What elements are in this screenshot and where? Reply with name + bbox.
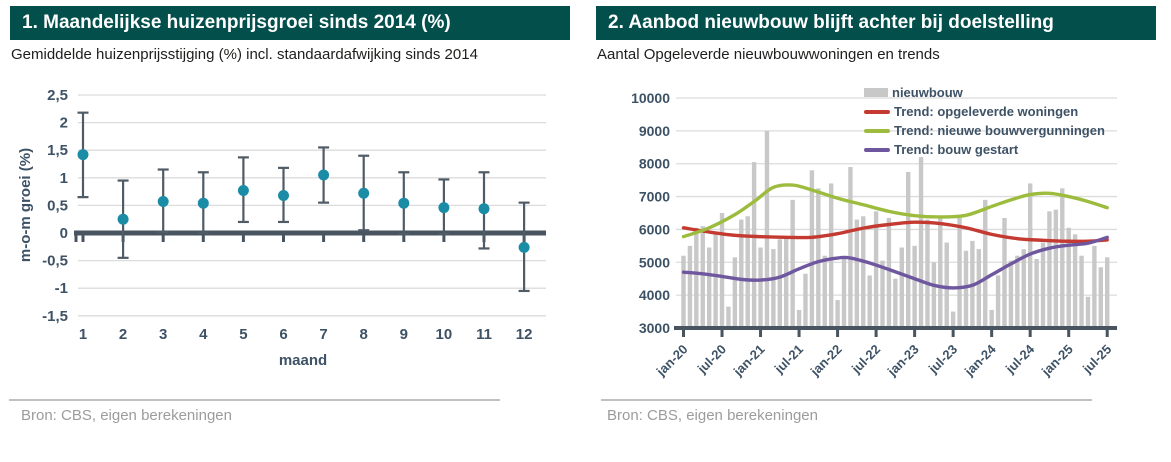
legend-item-nieuwbouw: nieuwbouw [864, 83, 1105, 102]
svg-text:5000: 5000 [639, 254, 670, 270]
purple-line-swatch [864, 147, 890, 152]
svg-text:2,5: 2,5 [47, 87, 68, 104]
svg-text:7000: 7000 [639, 189, 670, 205]
svg-text:2: 2 [119, 326, 127, 343]
svg-text:jul-23: jul-23 [925, 342, 960, 377]
legend-item-trend-bouw-gestart: Trend: bouw gestart [864, 140, 1105, 159]
svg-text:jul-25: jul-25 [1079, 342, 1114, 377]
svg-text:jan-23: jan-23 [884, 342, 922, 380]
panel-title-new-construction: 2. Aanbod nieuwbouw blijft achter bij do… [596, 6, 1156, 40]
svg-text:-0,5: -0,5 [42, 253, 68, 270]
svg-text:jul-22: jul-22 [848, 342, 883, 377]
svg-text:5: 5 [239, 326, 247, 343]
svg-text:0: 0 [60, 225, 68, 242]
green-line-swatch [864, 128, 890, 133]
chart-legend: nieuwbouw Trend: opgeleverde woningen Tr… [864, 83, 1105, 159]
svg-text:10000: 10000 [631, 90, 670, 106]
panel-house-price-growth: 1. Maandelijkse huizenprijsgroei sinds 2… [0, 0, 585, 462]
svg-text:jul-24: jul-24 [1002, 341, 1038, 377]
svg-text:11: 11 [476, 326, 492, 343]
svg-text:jul-21: jul-21 [771, 342, 806, 377]
svg-text:6: 6 [279, 326, 287, 343]
svg-text:1: 1 [79, 326, 87, 343]
panel-new-construction: 2. Aanbod nieuwbouw blijft achter bij do… [586, 0, 1171, 462]
svg-text:jan-20: jan-20 [653, 342, 691, 380]
red-line-swatch [864, 109, 890, 114]
legend-label: nieuwbouw [892, 85, 963, 100]
svg-text:10: 10 [436, 326, 453, 343]
divider [9, 399, 500, 401]
svg-text:-1: -1 [55, 280, 68, 297]
bar-swatch [864, 88, 888, 97]
svg-text:jan-22: jan-22 [807, 342, 845, 380]
panel-title-house-price: 1. Maandelijkse huizenprijsgroei sinds 2… [10, 6, 570, 40]
svg-text:7: 7 [319, 326, 327, 343]
svg-text:m-o-m groei (%): m-o-m groei (%) [17, 148, 34, 262]
svg-text:-1,5: -1,5 [42, 308, 68, 325]
svg-text:3: 3 [159, 326, 167, 343]
svg-text:1,5: 1,5 [47, 142, 68, 159]
svg-text:4: 4 [199, 326, 208, 343]
svg-text:0,5: 0,5 [47, 197, 68, 214]
divider [601, 399, 1092, 401]
svg-text:2: 2 [60, 115, 68, 132]
legend-label: Trend: bouw gestart [894, 142, 1019, 157]
legend-item-trend-bouwvergunningen: Trend: nieuwe bouwvergunningen [864, 121, 1105, 140]
svg-text:8: 8 [360, 326, 368, 343]
svg-text:12: 12 [516, 326, 533, 343]
svg-text:jan-21: jan-21 [730, 342, 768, 380]
legend-item-trend-opgeleverde-woningen: Trend: opgeleverde woningen [864, 102, 1105, 121]
svg-text:9: 9 [400, 326, 408, 343]
house-price-errorbar-chart: 2,521,510,50-0,5-1-1,51 2 3 4 5 6 7 8 9 10 11 12maa… [17, 87, 546, 369]
panel-subtitle-house-price: Gemiddelde huizenprijsstijging (%) incl.… [11, 46, 478, 63]
source-note: Bron: CBS, eigen berekeningen [607, 407, 818, 424]
svg-text:jan-24: jan-24 [961, 341, 999, 379]
svg-text:3000: 3000 [639, 320, 670, 336]
legend-label: Trend: opgeleverde woningen [894, 104, 1079, 119]
source-note: Bron: CBS, eigen berekeningen [21, 407, 232, 424]
svg-text:jul-20: jul-20 [694, 342, 729, 377]
panel-subtitle-new-construction: Aantal Opgeleverde nieuwbouwwoningen en … [597, 46, 940, 63]
svg-text:6000: 6000 [639, 221, 670, 237]
svg-text:1: 1 [60, 170, 68, 187]
svg-text:9000: 9000 [639, 123, 670, 139]
svg-text:maand: maand [279, 352, 327, 369]
svg-text:jan-25: jan-25 [1038, 342, 1076, 380]
svg-text:4000: 4000 [639, 287, 670, 303]
svg-text:8000: 8000 [639, 156, 670, 172]
legend-label: Trend: nieuwe bouwvergunningen [894, 123, 1105, 138]
